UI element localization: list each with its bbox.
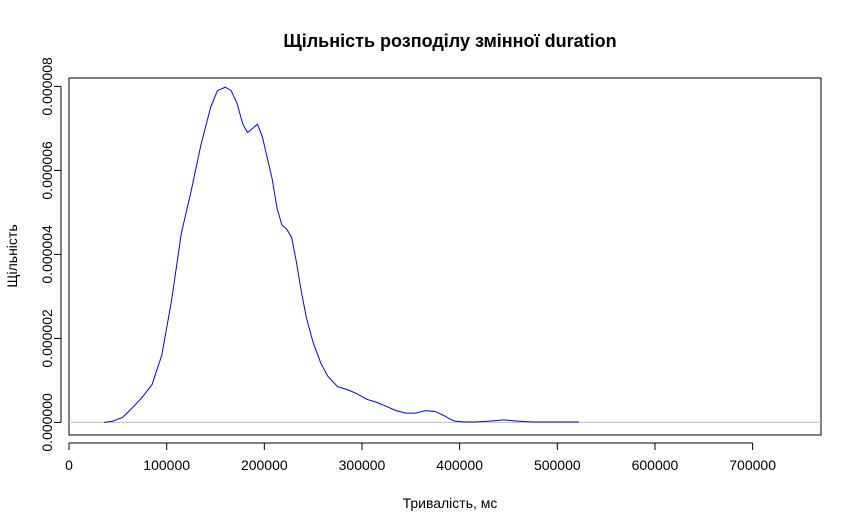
y-axis-label: Щільність (4, 224, 20, 287)
y-tick-label: 0.000000 (39, 393, 55, 452)
y-tick-label: 0.000002 (39, 309, 55, 368)
x-tick-label: 300000 (339, 457, 386, 473)
x-tick-label: 100000 (143, 457, 190, 473)
chart-title: Щільність розподілу змінної duration (283, 31, 616, 51)
x-tick-label: 200000 (241, 457, 288, 473)
x-tick-label: 700000 (729, 457, 776, 473)
density-curve (104, 86, 579, 423)
plot-frame (68, 77, 822, 436)
y-axis: 0.000000 0.000002 0.000004 0.000006 0.000008 (39, 57, 62, 452)
x-tick-label: 600000 (632, 457, 679, 473)
x-axis-label: Тривалість, мс (403, 495, 498, 511)
y-tick-label: 0.000004 (39, 225, 55, 284)
y-tick-label: 0.000006 (39, 141, 55, 200)
x-tick-label: 500000 (534, 457, 581, 473)
x-tick-label: 400000 (436, 457, 483, 473)
x-tick-label: 0 (65, 457, 73, 473)
y-tick-label: 0.000008 (39, 57, 55, 116)
x-axis: 0 100000 200000 300000 400000 500000 600000 700… (65, 442, 776, 473)
